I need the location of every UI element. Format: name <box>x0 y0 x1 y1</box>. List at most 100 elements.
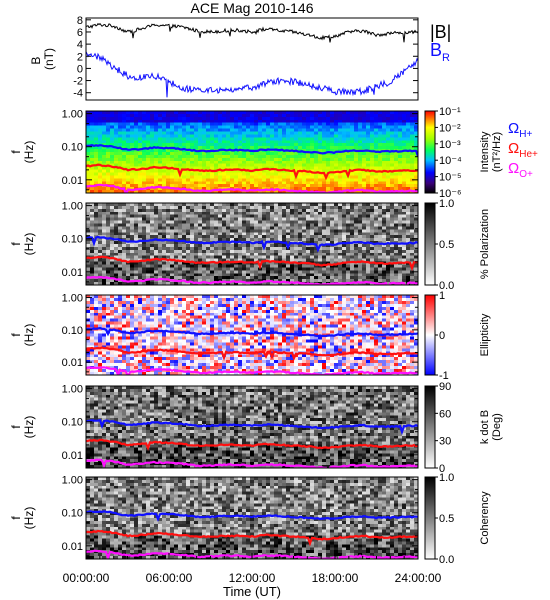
legend-b-total: |B| <box>430 22 451 42</box>
b-tick-label: 0 <box>77 63 83 75</box>
kdotb-spectrogram <box>86 386 418 468</box>
legend-omega-o: ΩO+ <box>508 160 533 180</box>
x-tick-label: 06:00:00 <box>146 571 193 585</box>
coherency-tick-label: 0.10 <box>62 508 83 520</box>
ellipticity-tick-label: 0.01 <box>62 357 83 369</box>
x-axis-label: Time (UT) <box>223 584 281 599</box>
kdotb-colorbar-label: k dot B(Deg) <box>479 410 503 444</box>
legend-omega-he: ΩHe+ <box>508 140 538 160</box>
intensity-colorbar-tick: 10⁻¹ <box>439 106 461 118</box>
legend-omega-h: ΩH+ <box>508 120 532 140</box>
intensity-colorbar-tick: 10⁻⁵ <box>439 172 462 184</box>
kdotb-tick-label: 0.01 <box>62 450 83 462</box>
coherency-tick-label: 1.00 <box>62 475 83 487</box>
time-axis: 00:00:00 06:00:00 12:00:00 18:00:00 24:00:00 <box>63 553 442 585</box>
x-tick-label: 18:00:00 <box>312 571 359 585</box>
polarization-tick-label: 0.01 <box>62 267 83 279</box>
b-tick-label: 8 <box>77 15 83 27</box>
ellipticity-colorbar-tick: -1 <box>439 370 449 382</box>
kdotb-ylabel: f(Hz) <box>9 416 36 439</box>
gyrofrequency-legend: ΩH+ ΩHe+ ΩO+ <box>508 120 538 180</box>
ellipticity-colorbar-label: Ellipticity <box>479 313 491 356</box>
ellipticity-colorbar-tick: 0 <box>439 330 445 342</box>
x-tick-label: 24:00:00 <box>395 571 442 585</box>
polarization-tick-label: 0.10 <box>62 234 83 246</box>
intensity-colorbar <box>424 110 436 194</box>
ellipticity-frame <box>85 294 419 376</box>
b-tick-label: 2 <box>77 51 83 63</box>
coherency-colorbar-tick: 1.0 <box>439 472 454 484</box>
intensity-colorbar-tick: 10⁻⁶ <box>439 188 462 200</box>
polarization-colorbar-tick: 0.0 <box>439 280 454 292</box>
kdotb-panel: 1.00 0.10 0.01 f(Hz) 90 60 30 0 k dot B(Deg) <box>9 381 503 475</box>
b-tick-label: -4 <box>73 88 83 100</box>
polarization-colorbar <box>424 202 436 286</box>
b-ylabel: B (nT) <box>29 48 56 70</box>
coherency-colorbar-tick: 0.0 <box>439 554 454 566</box>
x-tick-label: 00:00:00 <box>63 571 110 585</box>
polarization-ylabel: f(Hz) <box>9 233 36 256</box>
ellipticity-ylabel: f(Hz) <box>9 324 36 347</box>
ellipticity-spectrogram <box>86 295 418 375</box>
b-series-radial <box>86 51 418 98</box>
intensity-tick-label: 0.10 <box>62 142 83 154</box>
kdotb-gyro-h <box>86 418 418 436</box>
ellipticity-colorbar <box>424 294 436 376</box>
intensity-ylabel: f(Hz) <box>9 141 36 164</box>
coherency-tick-label: 0.01 <box>62 541 83 553</box>
coherency-ylabel: f(Hz) <box>9 507 36 530</box>
polarization-frame <box>85 202 419 286</box>
page-title: ACE Mag 2010-146 <box>191 0 314 16</box>
x-tick-label: 12:00:00 <box>229 571 276 585</box>
intensity-gyro-o <box>86 183 418 193</box>
kdotb-frame <box>85 385 419 469</box>
intensity-colorbar-tick: 10⁻² <box>439 122 461 134</box>
intensity-tick-label: 1.00 <box>62 109 83 121</box>
coherency-colorbar-label: Coherency <box>479 491 491 545</box>
intensity-tick-label: 0.01 <box>62 175 83 187</box>
b-tick-label: 6 <box>77 27 83 39</box>
intensity-colorbar-tick: 10⁻⁴ <box>439 155 462 167</box>
ellipticity-tick-label: 1.00 <box>62 293 83 305</box>
kdotb-colorbar-tick: 60 <box>439 408 451 420</box>
kdotb-colorbar-tick: 0 <box>439 463 445 475</box>
coherency-panel: 1.00 0.10 0.01 f(Hz) 1.0 0.5 0.0 Coherency <box>9 472 491 566</box>
b-tick-label: -2 <box>73 76 83 88</box>
polarization-colorbar-tick: 1.0 <box>439 198 454 210</box>
ellipticity-panel: 1.00 0.10 0.01 f(Hz) 1 0 -1 Ellipticity <box>9 290 491 382</box>
coherency-colorbar <box>424 476 436 560</box>
kdotb-gyro-he <box>86 438 418 451</box>
b-panel-frame <box>85 17 419 101</box>
kdotb-tick-label: 0.10 <box>62 417 83 429</box>
b-series-total <box>86 22 418 43</box>
legend-b-r: BR <box>430 40 450 64</box>
polarization-gyro-h <box>86 235 418 253</box>
coherency-gyro-h <box>86 510 418 522</box>
coherency-gyro-he <box>86 529 418 547</box>
intensity-colorbar-tick: 10⁻³ <box>439 139 461 151</box>
ellipticity-tick-label: 0.10 <box>62 325 83 337</box>
intensity-colorbar-label: Intensity(nT²/Hz) <box>479 131 503 172</box>
ellipticity-gyro-o <box>86 366 418 375</box>
b-tick-label: 4 <box>77 39 83 51</box>
polarization-tick-label: 1.00 <box>62 201 83 213</box>
intensity-gyro-h <box>86 144 418 157</box>
kdotb-colorbar <box>424 385 436 469</box>
kdotb-gyro-o <box>86 458 418 468</box>
polarization-colorbar-label: % Polarization <box>479 209 491 279</box>
ellipticity-gyro-he <box>86 346 418 362</box>
kdotb-colorbar-tick: 30 <box>439 436 451 448</box>
ellipticity-colorbar-tick: 1 <box>439 290 445 302</box>
polarization-gyro-o <box>86 275 418 285</box>
polarization-panel: 1.00 0.10 0.01 f(Hz) 1.0 0.5 0.0 % Polarization <box>9 198 491 292</box>
polarization-colorbar-tick: 0.5 <box>439 239 454 251</box>
polarization-gyro-he <box>86 255 418 272</box>
intensity-gyro-he <box>86 163 418 181</box>
ellipticity-gyro-h <box>86 326 418 338</box>
kdotb-tick-label: 1.00 <box>62 384 83 396</box>
intensity-frame <box>85 110 419 194</box>
intensity-panel: 1.00 0.10 0.01 f(Hz) 10⁻¹ 10⁻² 10⁻³ 10⁻⁴ 10⁻⁵ 10⁻… <box>9 106 503 200</box>
kdotb-colorbar-tick: 90 <box>439 381 451 393</box>
